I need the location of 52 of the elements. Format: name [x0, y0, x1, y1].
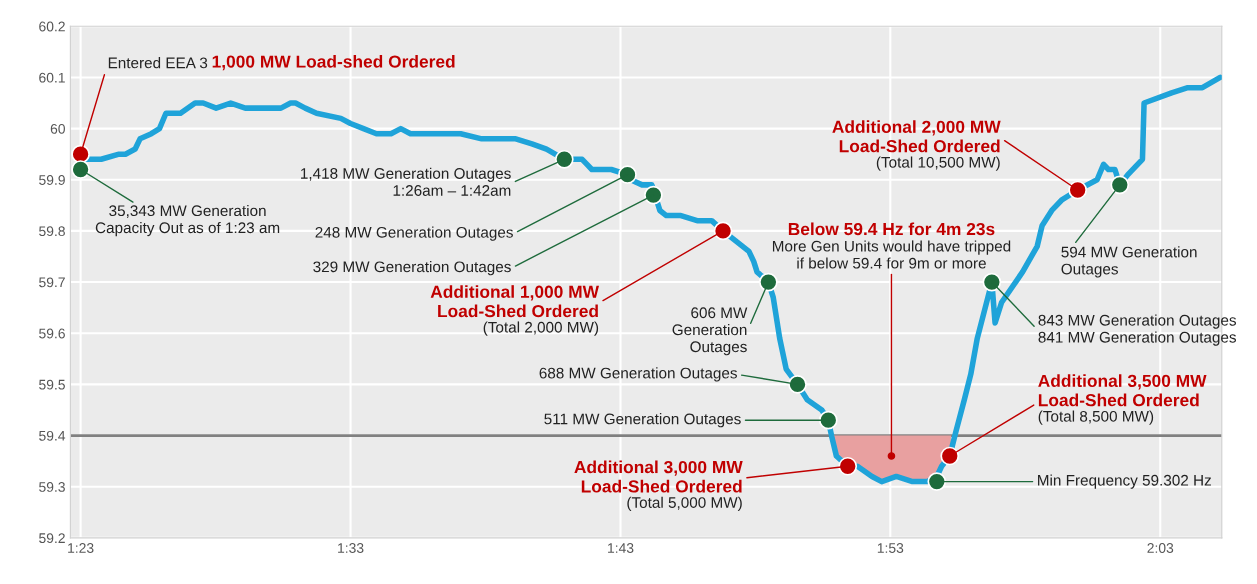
y-tick-label: 59.4 — [39, 430, 66, 441]
x-tick-label: 2:03 — [1147, 543, 1174, 553]
annotation: 248 MW Generation Outages — [315, 226, 513, 241]
annotation: 1,000 MW Load-shed Ordered — [212, 54, 455, 71]
annotation: 606 MW Generation Outages — [672, 307, 748, 356]
y-tick-label: 59.8 — [39, 226, 65, 237]
annotation: Additional 3,000 MW Load-Shed Ordered — [574, 460, 743, 493]
annotation: Additional 2,000 MW Load-Shed Ordered — [832, 120, 1001, 153]
point — [927, 472, 947, 491]
point — [644, 185, 663, 205]
annotation: Below 59.4 Hz for 4m 23s — [788, 222, 995, 236]
x-tick-label: 1:33 — [338, 543, 364, 553]
x-tick-label: 1:23 — [68, 543, 94, 553]
y-tick-label: 60.1 — [39, 72, 65, 83]
point — [1110, 175, 1130, 195]
point — [554, 149, 574, 169]
annotation: (Total 5,000 MW) — [627, 496, 742, 511]
annotation: 688 MW Generation Outages — [539, 367, 737, 382]
y-tick-label: 59.6 — [39, 328, 65, 339]
annotation: (Total 2,000 MW) — [483, 321, 599, 336]
y-tick-label: 59.2 — [39, 533, 65, 544]
y-tick-label: 59.7 — [39, 277, 65, 288]
point — [788, 375, 807, 394]
y-tick-label: 59.5 — [39, 379, 65, 390]
x-tick-label: 1:53 — [877, 543, 904, 553]
point — [1068, 180, 1088, 200]
y-tick-label: 60.2 — [39, 21, 65, 32]
annotation: (Total 8,500 MW) — [1038, 410, 1154, 425]
annotation: Additional 3,500 MW Load-Shed Ordered — [1038, 374, 1207, 407]
annotation: Entered EEA 3 — [108, 57, 208, 69]
point — [759, 272, 778, 292]
annotation: 329 MW Generation Outages — [313, 260, 511, 276]
point — [818, 410, 838, 430]
annotation: (Total 10,500 MW) — [876, 156, 1000, 171]
point — [713, 221, 733, 241]
annotation: 843 MW Generation Outages 841 MW Generation Outages — [1038, 314, 1237, 346]
annotation: 594 MW Generation Outages — [1061, 246, 1197, 278]
annotation: 511 MW Generation Outages — [544, 413, 741, 428]
annotation: 35,343 MW Generation Capacity Out as of 1:23 am — [95, 204, 280, 237]
point — [71, 160, 90, 179]
point — [940, 446, 960, 466]
annotation: More Gen Units would have tripped if below 59.4 for 9m or more — [772, 240, 1011, 269]
point — [982, 272, 1002, 292]
point — [618, 165, 637, 184]
point — [838, 456, 858, 476]
annotation: Min Frequency 59.302 Hz — [1038, 474, 1211, 489]
y-tick-label: 60 — [50, 123, 65, 134]
annotation: Additional 1,000 MW Load-Shed Ordered — [430, 285, 600, 318]
annotation: 1,418 MW Generation Outages 1:26am – 1:42am — [301, 167, 511, 196]
y-tick-label: 59.9 — [39, 175, 65, 185]
y-tick-label: 59.3 — [39, 482, 65, 492]
x-tick-label: 1:43 — [608, 543, 634, 553]
